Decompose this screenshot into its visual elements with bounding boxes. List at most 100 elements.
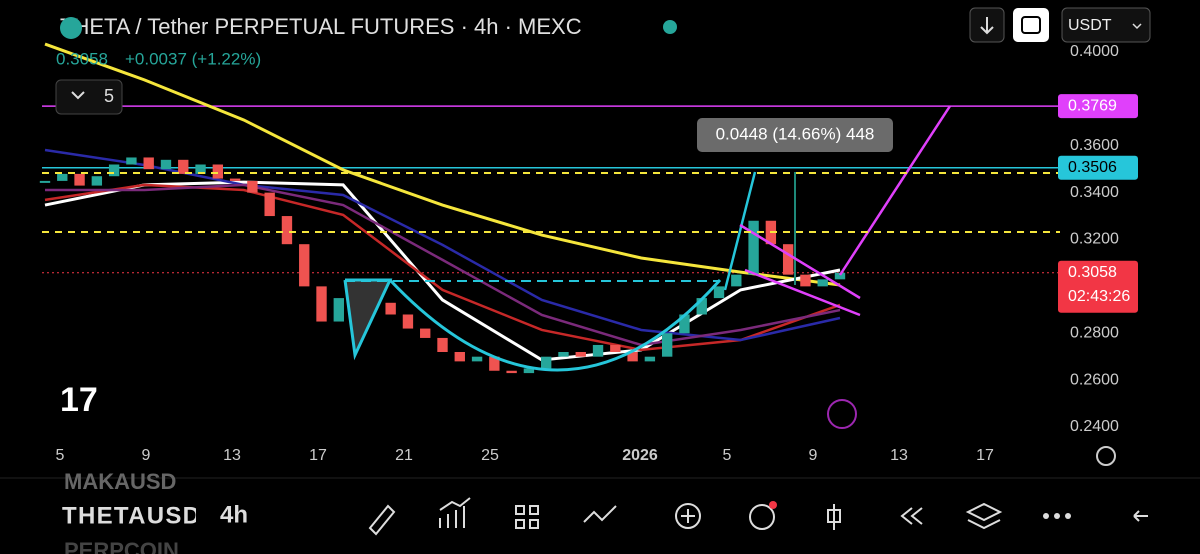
symbol[interactable]: PERPCOIN bbox=[64, 538, 179, 554]
candle bbox=[592, 344, 604, 357]
cup-drawing bbox=[388, 278, 722, 372]
alert-dot bbox=[769, 501, 777, 509]
candle bbox=[108, 164, 120, 177]
change: +0.0037 (+1.22%) bbox=[125, 49, 261, 68]
moving-average bbox=[44, 42, 841, 287]
moving-average bbox=[45, 183, 841, 347]
candle bbox=[281, 216, 293, 245]
candle bbox=[627, 352, 638, 362]
candle bbox=[143, 157, 154, 170]
candle bbox=[229, 178, 241, 181]
icon bbox=[1021, 16, 1041, 34]
flash-icon[interactable] bbox=[827, 399, 857, 429]
moving-average bbox=[44, 183, 841, 352]
candle bbox=[57, 173, 68, 181]
candle bbox=[437, 337, 448, 352]
x-tick-label: 13 bbox=[890, 447, 908, 464]
measure-label: 0.0448 (14.66%) 448 bbox=[716, 124, 875, 143]
candle bbox=[195, 164, 206, 174]
y-tick-label: 0.3400 bbox=[1070, 184, 1119, 201]
candle bbox=[316, 286, 327, 322]
layout-icon[interactable] bbox=[515, 505, 539, 529]
channel-line bbox=[744, 268, 861, 317]
candle bbox=[402, 314, 414, 329]
candle bbox=[454, 352, 465, 362]
pattern-drawing bbox=[343, 278, 393, 361]
candle bbox=[506, 370, 517, 374]
x-tick-label: 21 bbox=[395, 447, 413, 464]
price-tag bbox=[1058, 155, 1138, 180]
y-tick-label: 0.2400 bbox=[1070, 418, 1119, 435]
currency: USDT bbox=[1068, 17, 1112, 34]
currency-select[interactable] bbox=[1061, 7, 1151, 43]
x-tick-label: 9 bbox=[809, 447, 818, 464]
y-tick-label: 0.2800 bbox=[1070, 324, 1119, 341]
y-tick-label: 0.4000 bbox=[1070, 43, 1119, 60]
candle bbox=[471, 356, 483, 362]
channel-line bbox=[739, 223, 861, 300]
price-tag-label: 0.3058 bbox=[1068, 264, 1117, 281]
replay-icon[interactable] bbox=[900, 507, 923, 525]
moving-average bbox=[44, 180, 841, 362]
measure-box bbox=[697, 118, 893, 152]
candle bbox=[91, 176, 103, 186]
candle bbox=[39, 180, 51, 183]
indicators-icon[interactable] bbox=[439, 497, 471, 528]
back-icon[interactable] bbox=[1133, 510, 1148, 522]
candle bbox=[731, 274, 742, 287]
compare-icon[interactable] bbox=[583, 505, 617, 523]
more-icon[interactable] bbox=[1043, 513, 1071, 519]
candle bbox=[489, 356, 500, 371]
logo bbox=[60, 17, 82, 39]
chevron bbox=[1132, 23, 1142, 30]
draw-icon[interactable] bbox=[368, 504, 396, 536]
icon bbox=[980, 17, 994, 35]
symbol[interactable]: MAKAUSD bbox=[64, 469, 176, 494]
candle bbox=[333, 298, 344, 322]
interval[interactable]: 4h bbox=[220, 501, 248, 528]
candle bbox=[523, 368, 535, 374]
candle bbox=[541, 356, 552, 369]
quote: 0.3058 bbox=[56, 49, 108, 68]
candle bbox=[558, 352, 569, 357]
layers-icon[interactable] bbox=[965, 502, 1003, 530]
candle bbox=[817, 279, 828, 287]
candle bbox=[160, 159, 172, 170]
settings-icon[interactable] bbox=[1096, 446, 1116, 466]
candle bbox=[661, 333, 673, 357]
indicator-toggle[interactable] bbox=[55, 79, 123, 115]
candle bbox=[748, 220, 759, 275]
x-tick-label: 17 bbox=[309, 447, 327, 464]
toolbar bbox=[368, 497, 1148, 536]
price-tag-label: 0.3769 bbox=[1068, 97, 1117, 114]
target-line bbox=[838, 105, 952, 276]
y-tick-label: 0.2600 bbox=[1070, 371, 1119, 388]
alert-icon[interactable] bbox=[749, 504, 775, 530]
x-tick-label: 17 bbox=[976, 447, 994, 464]
price-tag-label: 0.3506 bbox=[1068, 159, 1117, 176]
candle bbox=[299, 244, 310, 287]
candle bbox=[212, 164, 224, 179]
symbol[interactable]: THETAUSD bbox=[62, 502, 200, 529]
candle bbox=[247, 180, 258, 193]
x-tick-label: 25 bbox=[481, 447, 499, 464]
fullscreen-button[interactable] bbox=[1013, 8, 1049, 42]
candle bbox=[782, 244, 794, 275]
indicator-count: 5 bbox=[104, 86, 114, 106]
x-tick-label: 2026 bbox=[622, 447, 658, 464]
y-tick-label: 0.3600 bbox=[1070, 137, 1119, 154]
x-tick-label: 9 bbox=[142, 447, 151, 464]
candle bbox=[385, 302, 396, 315]
candle bbox=[834, 272, 846, 280]
candle bbox=[420, 328, 431, 338]
add-icon[interactable] bbox=[675, 503, 701, 529]
chart-type-icon[interactable] bbox=[827, 504, 841, 530]
candle bbox=[713, 286, 725, 299]
chevron bbox=[71, 91, 85, 100]
candle bbox=[178, 159, 189, 174]
candle bbox=[800, 274, 811, 287]
moving-average bbox=[44, 148, 841, 342]
candle bbox=[644, 356, 656, 362]
candle bbox=[696, 298, 707, 315]
